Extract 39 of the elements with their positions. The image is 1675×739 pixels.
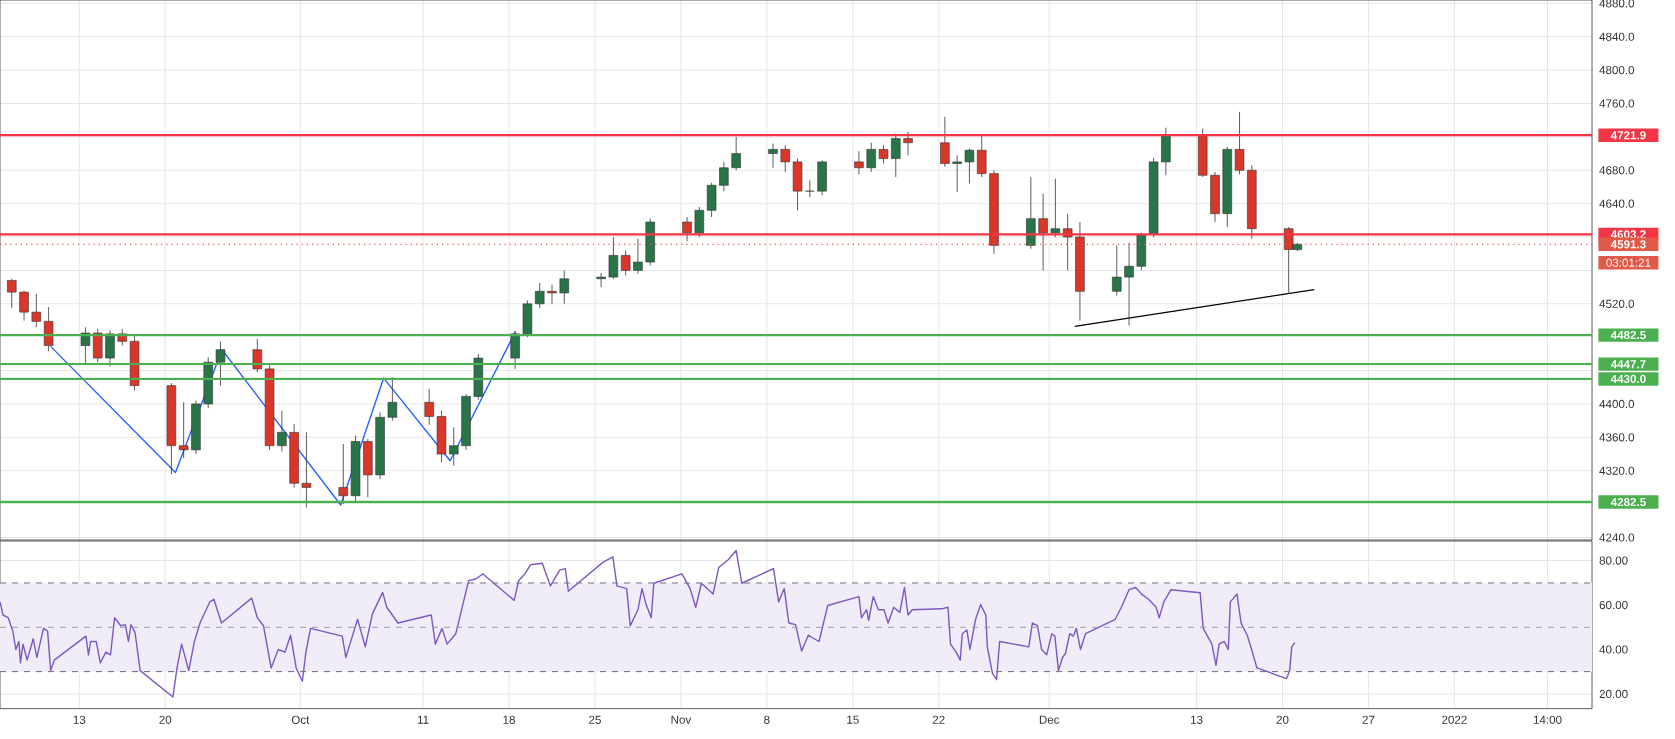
y-tick-label: 20.00 [1599, 689, 1628, 699]
x-tick-label: 13 [1191, 715, 1203, 724]
y-tick-label: 80.00 [1599, 556, 1628, 565]
x-tick-label: 11 [417, 715, 429, 724]
y-tick-label: 4880.0 [1599, 0, 1635, 8]
x-tick-label: 27 [1362, 715, 1375, 724]
x-tick-label: 14:00 [1533, 715, 1562, 724]
ref-line-label: 4430.0 [1610, 374, 1646, 384]
y-tick-label: 4520.0 [1599, 299, 1635, 308]
y-tick-label: 4840.0 [1599, 32, 1635, 41]
y-tick-label: 40.00 [1599, 645, 1628, 654]
y-tick-label: 4320.0 [1599, 466, 1635, 475]
ref-line-label: 4282.5 [1610, 497, 1646, 507]
y-tick-label: 4240.0 [1599, 533, 1635, 542]
y-tick-label: 4360.0 [1599, 433, 1635, 442]
x-tick-label: 20 [1276, 715, 1289, 724]
x-tick-label: 13 [73, 715, 86, 724]
x-tick-label: 20 [159, 715, 172, 724]
y-tick-label: 4640.0 [1599, 199, 1635, 208]
text: 03:01:21 [1606, 258, 1651, 267]
ref-line-label: 4482.5 [1610, 331, 1646, 340]
ref-line-label: 4591.3 [1610, 240, 1646, 249]
y-tick-label: 4400.0 [1599, 399, 1635, 409]
x-tick-label: 15 [847, 715, 859, 724]
ref-line-label: 4447.7 [1610, 360, 1646, 369]
x-tick-label: Oct [291, 715, 310, 724]
x-tick-label: Nov [671, 715, 692, 724]
ref-line-label: 4721.9 [1610, 131, 1646, 140]
x-tick-label: 2022 [1442, 715, 1467, 724]
y-tick-label: 4800.0 [1599, 66, 1635, 75]
x-tick-label: 8 [764, 715, 770, 724]
y-tick-label: 4680.0 [1599, 166, 1635, 175]
ref-line-label: 4603.2 [1610, 230, 1646, 239]
x-tick-label: 22 [932, 715, 945, 724]
x-tick-label: Dec [1039, 715, 1060, 724]
x-tick-label: 18 [503, 715, 515, 724]
y-tick-label: 60.00 [1599, 600, 1628, 610]
x-tick-label: 25 [589, 715, 601, 724]
y-tick-label: 4760.0 [1599, 99, 1635, 108]
